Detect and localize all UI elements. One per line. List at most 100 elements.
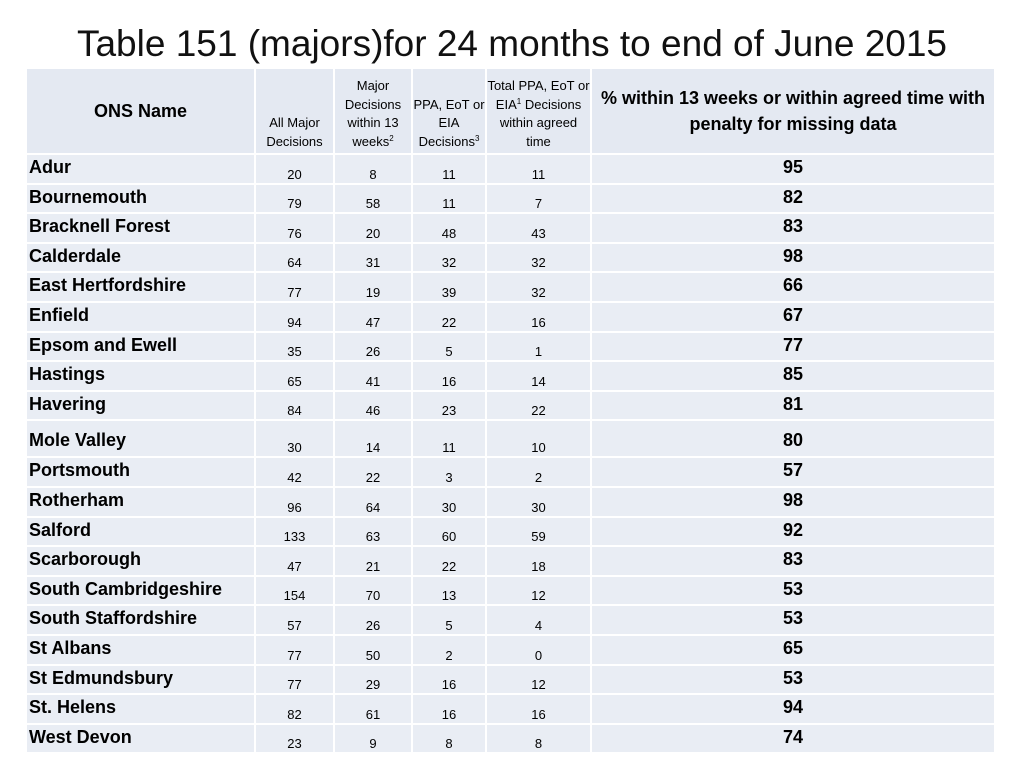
table-row: St Edmundsbury 77 29 16 12 53	[27, 665, 996, 696]
ons-name-cell: South Staffordshire	[27, 606, 256, 636]
ppa-cell: 39	[413, 273, 487, 303]
ppa-cell: 5	[413, 606, 487, 636]
ppa-cell: 23	[413, 391, 487, 422]
within-13-weeks-cell: 21	[335, 547, 413, 577]
table-row: Salford 133 63 60 59 92	[27, 517, 996, 548]
ons-name-cell: St Edmundsbury	[27, 665, 256, 696]
within-13-weeks-cell: 14	[335, 421, 413, 459]
percentage-cell: 82	[592, 184, 996, 215]
table-row: South Cambridgeshire 154 70 13 12 53	[27, 576, 996, 607]
all-major-cell: 20	[256, 155, 335, 185]
total-ppa-cell: 12	[487, 665, 592, 696]
ppa-cell: 32	[413, 243, 487, 274]
footnote-3: 3	[474, 133, 480, 143]
ons-name-cell: East Hertfordshire	[27, 273, 256, 303]
ppa-cell: 3	[413, 458, 487, 488]
table-row: Havering 84 46 23 22 81	[27, 391, 996, 422]
ppa-cell: 8	[413, 724, 487, 755]
all-major-cell: 94	[256, 302, 335, 333]
ons-name-cell: Salford	[27, 517, 256, 548]
page-title: Table 151 (majors)for 24 months to end o…	[76, 23, 948, 64]
ons-name-cell: Havering	[27, 391, 256, 422]
percentage-cell: 74	[592, 724, 996, 755]
ons-name-cell: West Devon	[27, 724, 256, 755]
all-major-cell: 84	[256, 391, 335, 422]
all-major-cell: 77	[256, 635, 335, 666]
header-total-post: Decisions within agreed time	[499, 96, 582, 149]
percentage-cell: 65	[592, 635, 996, 666]
total-ppa-cell: 10	[487, 421, 592, 459]
table-row: Bournemouth 79 58 11 7 82	[27, 184, 996, 215]
within-13-weeks-cell: 63	[335, 517, 413, 548]
within-13-weeks-cell: 47	[335, 302, 413, 333]
total-ppa-cell: 2	[487, 458, 592, 488]
total-ppa-cell: 59	[487, 517, 592, 548]
ppa-cell: 13	[413, 576, 487, 607]
total-ppa-cell: 14	[487, 362, 592, 392]
all-major-cell: 82	[256, 695, 335, 725]
table-row: Mole Valley 30 14 11 10 80	[27, 421, 996, 459]
ons-name-cell: St. Helens	[27, 695, 256, 725]
all-major-cell: 79	[256, 184, 335, 215]
all-major-cell: 47	[256, 547, 335, 577]
total-ppa-cell: 18	[487, 547, 592, 577]
ons-name-cell: Portsmouth	[27, 458, 256, 488]
percentage-cell: 66	[592, 273, 996, 303]
header-percentage: % within 13 weeks or within agreed time …	[592, 69, 996, 155]
all-major-cell: 77	[256, 273, 335, 303]
ppa-cell: 22	[413, 547, 487, 577]
all-major-cell: 96	[256, 487, 335, 518]
within-13-weeks-cell: 31	[335, 243, 413, 274]
header-ppa-eot-eia: PPA, EoT or EIA Decisions3	[413, 69, 487, 155]
table-row: Enfield 94 47 22 16 67	[27, 302, 996, 333]
all-major-cell: 42	[256, 458, 335, 488]
within-13-weeks-cell: 26	[335, 332, 413, 363]
ons-name-cell: Bournemouth	[27, 184, 256, 215]
total-ppa-cell: 8	[487, 724, 592, 755]
table-row: Hastings 65 41 16 14 85	[27, 362, 996, 392]
within-13-weeks-cell: 8	[335, 155, 413, 185]
ppa-cell: 11	[413, 155, 487, 185]
within-13-weeks-cell: 50	[335, 635, 413, 666]
ons-name-cell: St Albans	[27, 635, 256, 666]
within-13-weeks-cell: 58	[335, 184, 413, 215]
ppa-cell: 30	[413, 487, 487, 518]
percentage-cell: 53	[592, 576, 996, 607]
within-13-weeks-cell: 70	[335, 576, 413, 607]
header-within-13-weeks: Major Decisions within 13 weeks2	[335, 69, 413, 155]
within-13-weeks-cell: 29	[335, 665, 413, 696]
table-row: South Staffordshire 57 26 5 4 53	[27, 606, 996, 636]
percentage-cell: 98	[592, 243, 996, 274]
all-major-cell: 76	[256, 214, 335, 244]
total-ppa-cell: 12	[487, 576, 592, 607]
ons-name-cell: Enfield	[27, 302, 256, 333]
percentage-cell: 85	[592, 362, 996, 392]
header-row: ONS Name All Major Decisions Major Decis…	[27, 69, 996, 155]
percentage-cell: 53	[592, 606, 996, 636]
ons-name-cell: Adur	[27, 155, 256, 185]
ppa-cell: 22	[413, 302, 487, 333]
total-ppa-cell: 16	[487, 695, 592, 725]
percentage-cell: 83	[592, 214, 996, 244]
all-major-cell: 77	[256, 665, 335, 696]
percentage-cell: 53	[592, 665, 996, 696]
total-ppa-cell: 4	[487, 606, 592, 636]
percentage-cell: 81	[592, 391, 996, 422]
within-13-weeks-cell: 22	[335, 458, 413, 488]
ons-name-cell: Scarborough	[27, 547, 256, 577]
total-ppa-cell: 32	[487, 243, 592, 274]
table-row: West Devon 23 9 8 8 74	[27, 724, 996, 755]
within-13-weeks-cell: 46	[335, 391, 413, 422]
all-major-cell: 133	[256, 517, 335, 548]
table-row: Calderdale 64 31 32 32 98	[27, 243, 996, 274]
header-ons-name: ONS Name	[27, 69, 256, 155]
percentage-cell: 94	[592, 695, 996, 725]
total-ppa-cell: 0	[487, 635, 592, 666]
table-row: East Hertfordshire 77 19 39 32 66	[27, 273, 996, 303]
total-ppa-cell: 43	[487, 214, 592, 244]
percentage-cell: 98	[592, 487, 996, 518]
percentage-cell: 67	[592, 302, 996, 333]
all-major-cell: 30	[256, 421, 335, 459]
ons-name-cell: Bracknell Forest	[27, 214, 256, 244]
ppa-cell: 16	[413, 695, 487, 725]
